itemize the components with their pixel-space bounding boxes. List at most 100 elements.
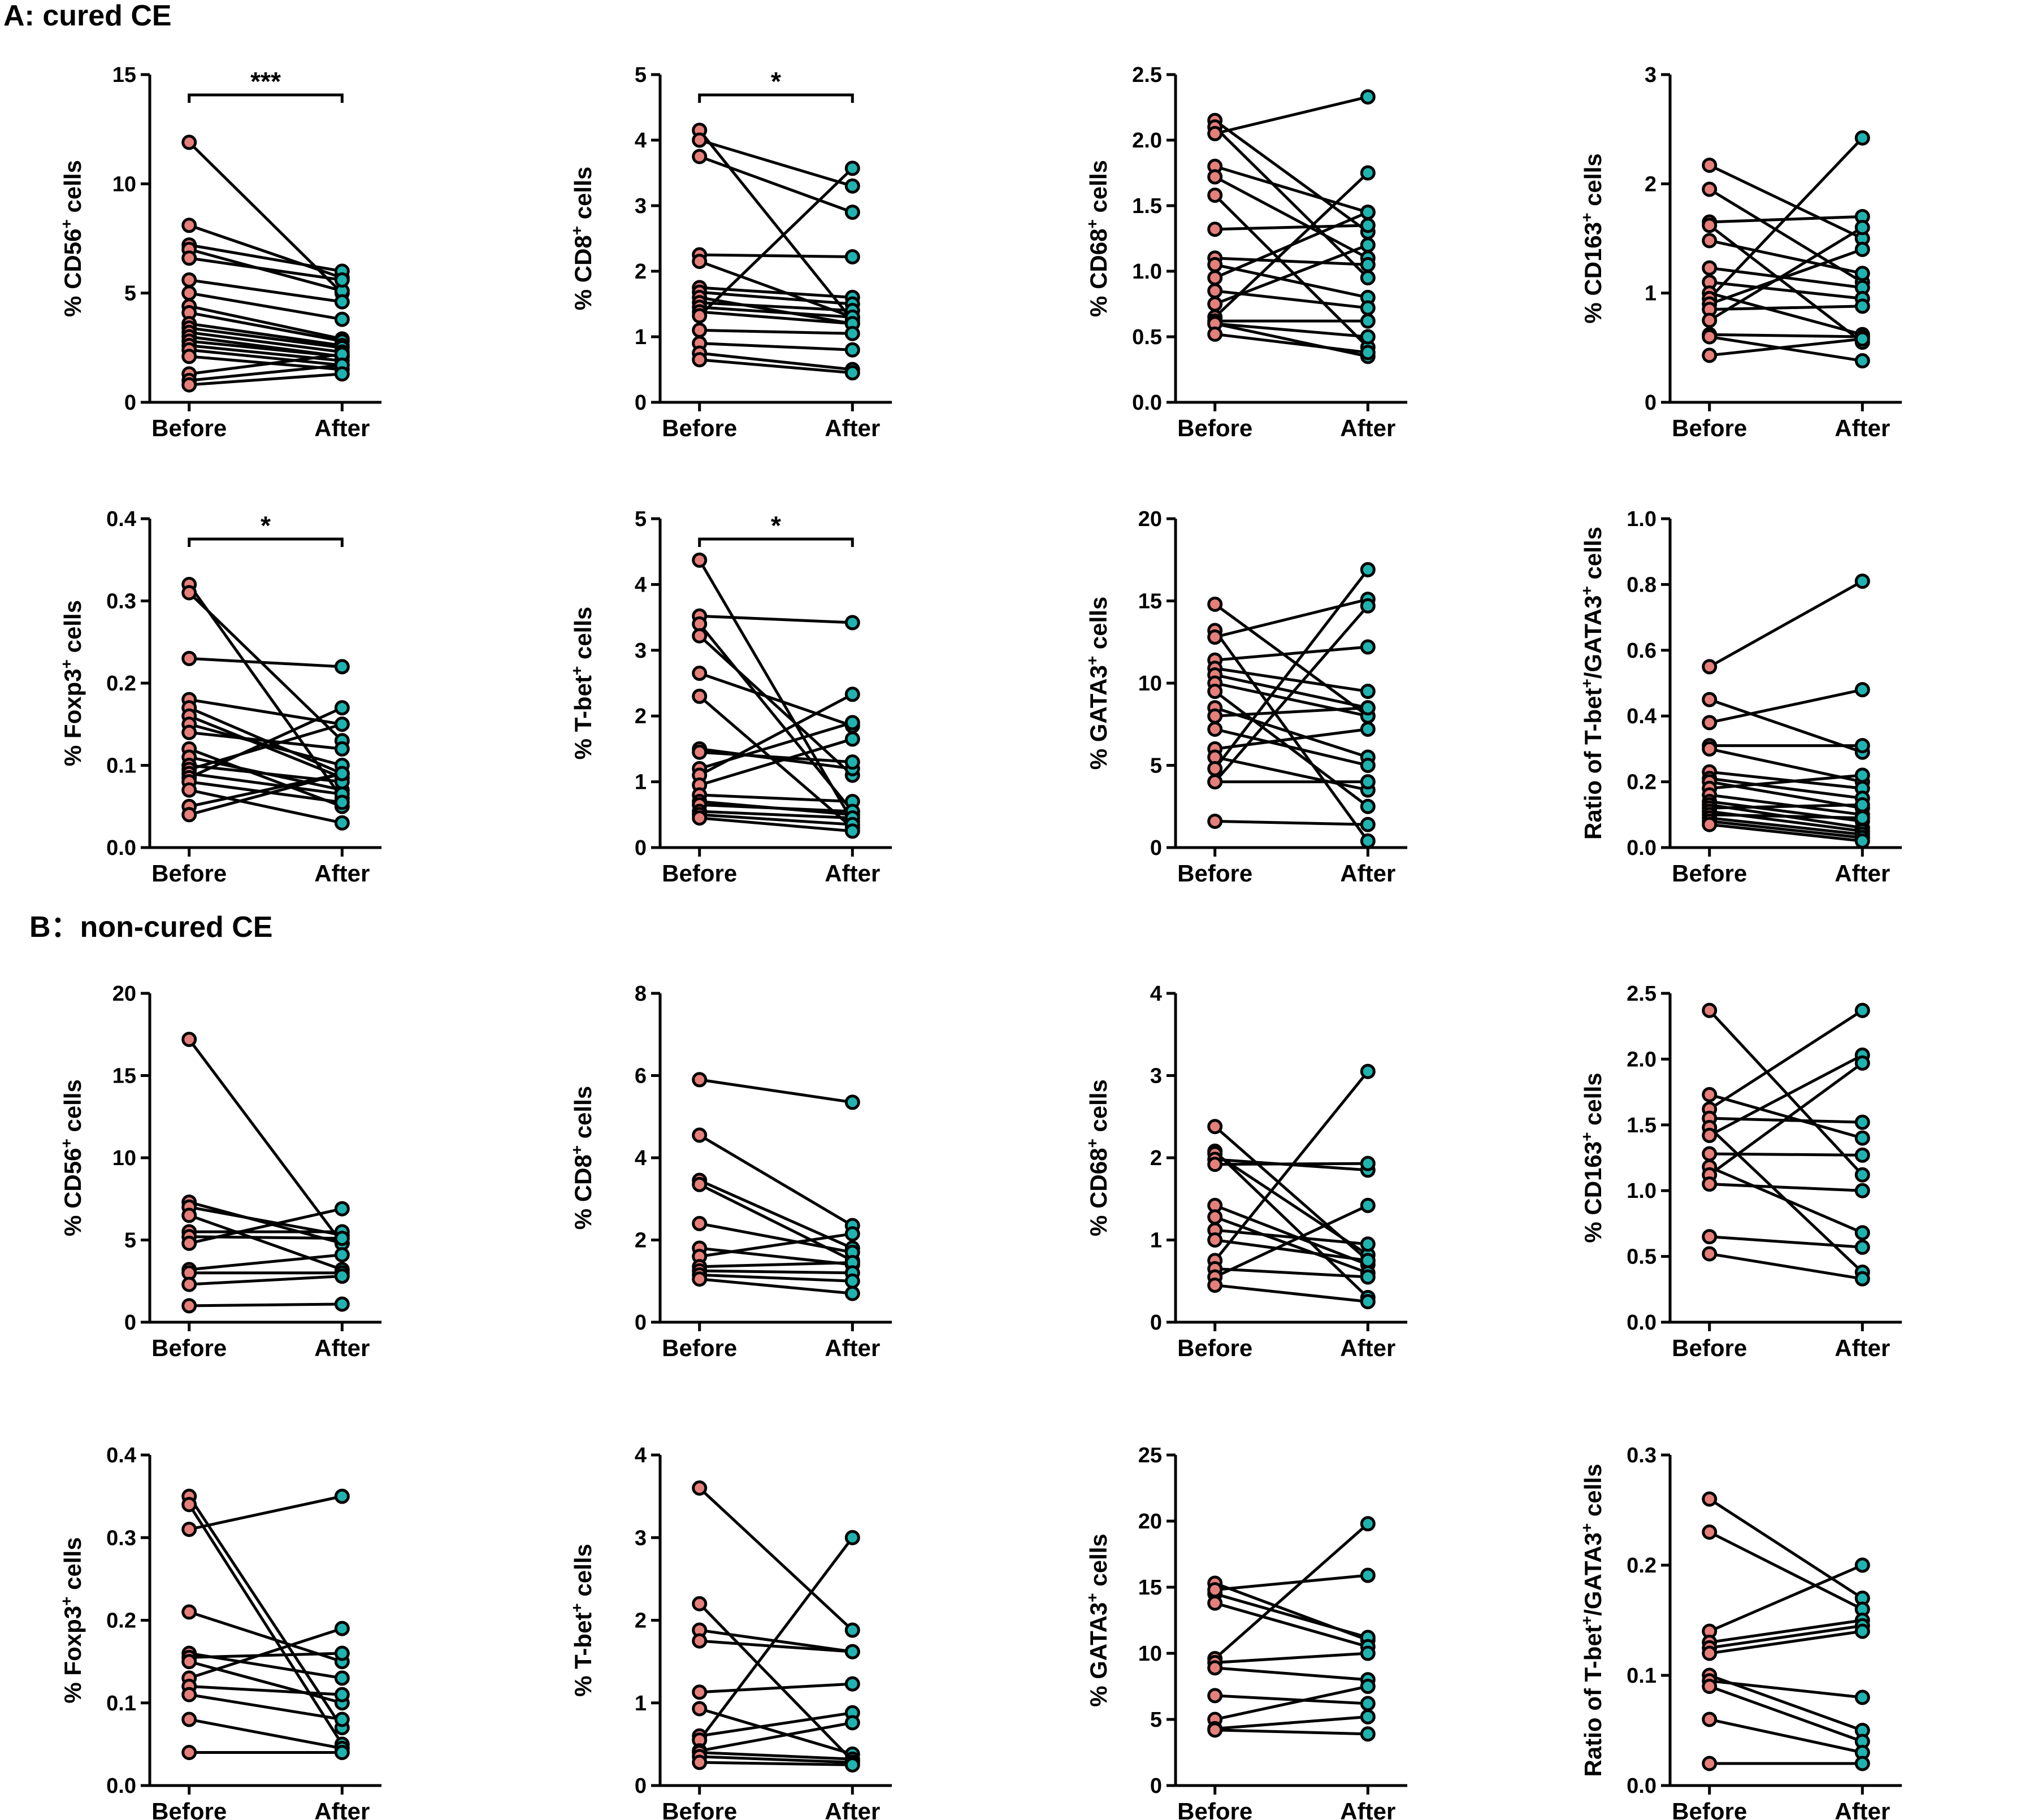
y-axis-label-superscript: + — [1578, 212, 1595, 221]
after-point — [334, 1712, 350, 1727]
before-point — [1702, 1087, 1718, 1102]
pair-line — [1215, 1685, 1368, 1721]
after-point — [1854, 1130, 1870, 1146]
before-point — [181, 134, 197, 150]
pair-line — [699, 1761, 853, 1766]
pair-line — [1709, 816, 1863, 836]
pair-line — [189, 1693, 342, 1721]
y-tick-label: 0.2 — [106, 1609, 136, 1633]
pair-line — [1709, 1054, 1863, 1137]
after-point — [1360, 562, 1376, 577]
before-point — [692, 1480, 708, 1496]
y-tick-label: 15 — [112, 63, 136, 87]
y-axis-label-superscript: + — [568, 1603, 586, 1612]
y-axis-label: % CD163+ cells — [1578, 153, 1606, 323]
pair-line — [1215, 1574, 1368, 1592]
significance-label: * — [771, 67, 781, 96]
pair-line — [189, 244, 342, 273]
pair-line — [699, 155, 853, 214]
before-point — [1702, 233, 1718, 249]
pair-line — [1709, 1679, 1863, 1699]
pair-line — [699, 342, 853, 351]
pair-line — [699, 310, 853, 325]
y-axis-label-superscript: + — [58, 219, 75, 228]
pair-line — [1215, 1728, 1368, 1736]
y-tick-label: 15 — [112, 1065, 136, 1088]
pair-line — [1709, 164, 1863, 240]
y-tick-label: 1 — [1150, 1229, 1162, 1253]
y-axis-label-superscript: + — [1083, 219, 1101, 228]
y-tick-label: 0 — [635, 391, 647, 415]
pair-line — [189, 353, 342, 376]
y-tick-label: 0.2 — [1627, 771, 1657, 794]
x-category-label: After — [1340, 1798, 1395, 1820]
panel-9: 0 2 4 6 8 Before After % CD8+ cells — [568, 982, 892, 1361]
before-point — [692, 688, 708, 704]
pair-line — [699, 816, 853, 833]
y-axis-label-part: /GATA3 — [1580, 1532, 1606, 1616]
significance-label: * — [261, 511, 271, 540]
pair-line — [1215, 1267, 1368, 1279]
before-point — [692, 132, 708, 148]
pair-line — [1709, 1685, 1863, 1743]
pair-line — [1709, 698, 1863, 754]
pair-line — [699, 1273, 853, 1283]
pair-line — [699, 693, 853, 777]
after-point — [844, 1715, 860, 1731]
pair-line — [1709, 1619, 1863, 1644]
after-point — [1360, 639, 1376, 655]
pair-line — [1215, 263, 1368, 299]
before-point — [1702, 1146, 1718, 1162]
after-point — [844, 1273, 860, 1289]
y-axis-label-superscript: + — [1083, 1139, 1101, 1148]
before-point — [181, 1604, 197, 1620]
after-point — [844, 615, 860, 631]
y-axis-label: % T-bet+ cells — [568, 607, 596, 760]
panel-0: 0 5 10 15 Before After % CD56+ cells *** — [58, 63, 381, 441]
after-point — [844, 1644, 860, 1660]
before-point — [1207, 221, 1223, 237]
pair-line — [1215, 667, 1368, 693]
y-axis-label-part: cells — [1580, 527, 1606, 586]
after-point — [1360, 758, 1376, 773]
pair-line — [1709, 1062, 1863, 1176]
after-point — [1854, 833, 1870, 849]
y-tick-label: 0.5 — [1132, 325, 1162, 349]
after-point — [1854, 682, 1870, 698]
x-category-label: After — [1835, 1335, 1890, 1361]
before-point — [1702, 1176, 1718, 1192]
after-point — [334, 1621, 350, 1636]
x-category-label: After — [1835, 415, 1890, 441]
pair-line — [1709, 823, 1863, 842]
after-point — [1854, 1167, 1870, 1183]
pair-line — [1215, 1284, 1368, 1304]
y-tick-label: 0.8 — [1627, 573, 1657, 597]
y-tick-label: 0.4 — [1627, 705, 1657, 728]
y-tick-label: 1.0 — [1627, 507, 1657, 531]
after-point — [1360, 1253, 1376, 1269]
y-axis-label-part: cells — [570, 1086, 596, 1145]
after-point — [334, 794, 350, 810]
y-tick-label: 4 — [1150, 982, 1162, 1006]
before-point — [181, 1654, 197, 1670]
after-point — [844, 715, 860, 731]
after-point — [1854, 574, 1870, 589]
pair-line — [1709, 1252, 1863, 1280]
pair-line — [1709, 1235, 1863, 1249]
before-point — [1702, 692, 1718, 707]
pair-line — [1215, 1228, 1368, 1246]
pair-line — [189, 1495, 342, 1531]
y-tick-label: 4 — [635, 1444, 647, 1467]
after-point — [334, 1201, 350, 1217]
before-point — [1207, 187, 1223, 203]
y-tick-label: 5 — [635, 63, 647, 87]
pair-line — [189, 698, 342, 726]
pair-line — [189, 322, 342, 347]
pair-line — [1709, 1630, 1863, 1655]
pair-line — [1215, 645, 1368, 662]
x-category-label: Before — [662, 860, 737, 887]
y-axis-label: % GATA3+ cells — [1083, 1534, 1112, 1707]
after-point — [1360, 798, 1376, 814]
pair-line — [1215, 1239, 1368, 1262]
